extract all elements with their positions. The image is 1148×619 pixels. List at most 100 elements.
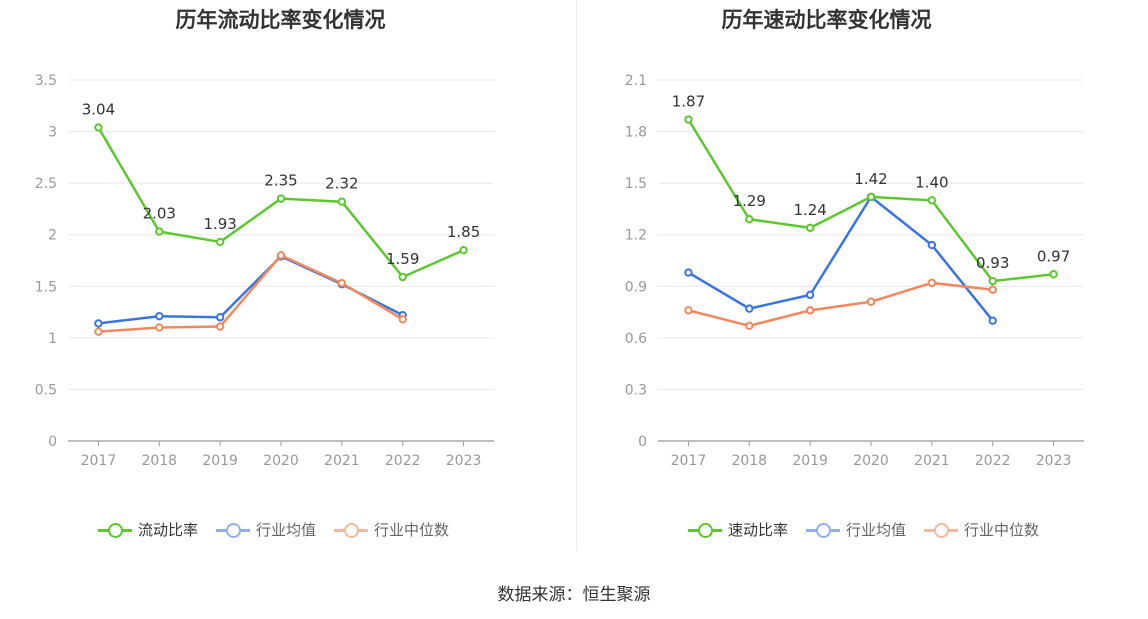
y-tick-label: 0 [638, 434, 647, 450]
series-line [98, 254, 404, 333]
data-point [988, 285, 997, 294]
legend-swatch [334, 520, 369, 540]
data-point [684, 306, 693, 315]
legend-label: 流动比率 [138, 521, 199, 539]
y-tick-label: 1 [48, 331, 57, 347]
y-tick-label: 1.5 [35, 279, 57, 295]
x-tick-label: 2020 [263, 453, 299, 469]
data-point [94, 319, 103, 328]
chart-quick-ratio: 历年速动比率变化情况 0 0.3 0.6 0.9 1.2 1.5 1.8 2.1 2017 201… [577, 0, 1148, 560]
data-point [927, 240, 937, 250]
x-tick-label: 2017 [81, 453, 117, 469]
y-tick-label: 0.5 [35, 382, 57, 398]
legend-swatch [924, 520, 959, 540]
legend-label: 行业均值 [256, 521, 317, 539]
data-label: 0.93 [976, 254, 1009, 272]
x-tick-label: 2019 [792, 453, 828, 469]
data-point [337, 278, 347, 288]
legend-label: 行业中位数 [374, 521, 450, 539]
legend-label: 速动比率 [728, 521, 789, 539]
data-point [927, 196, 937, 205]
data-label: 1.59 [386, 250, 419, 268]
y-tick-label: 0 [48, 434, 57, 450]
legend-item[interactable]: 行业均值 [806, 519, 906, 540]
legend-swatch [688, 520, 722, 540]
data-point [988, 276, 997, 286]
legend-item[interactable]: 行业均值 [216, 519, 316, 540]
data-label: 1.24 [793, 201, 826, 219]
x-tick-label: 2020 [853, 453, 889, 469]
legend: 速动比率 行业均值 行业中位数 [688, 519, 1039, 540]
chart-title: 历年流动比率变化情况 [175, 8, 386, 32]
source-note: 数据来源：恒生聚源 [497, 585, 651, 605]
data-point [94, 327, 103, 336]
x-tick-label: 2018 [141, 453, 177, 469]
series-line [687, 195, 994, 322]
x-tick-label: 2021 [324, 453, 360, 469]
data-point [215, 322, 225, 331]
x-tick-label: 2017 [671, 453, 707, 469]
data-label: 2.03 [143, 205, 176, 223]
data-point [805, 290, 815, 300]
data-point [745, 321, 754, 331]
data-point [155, 323, 164, 332]
data-point [398, 315, 407, 324]
y-tick-label: 0.3 [625, 382, 647, 398]
panel-divider [576, 0, 577, 550]
data-point [805, 306, 815, 315]
legend-label: 行业中位数 [964, 521, 1040, 539]
x-tick-label: 2022 [385, 453, 421, 469]
y-tick-label: 1.8 [625, 125, 647, 141]
x-tick-label: 2019 [202, 453, 238, 469]
data-point [745, 215, 754, 224]
data-label: 1.87 [672, 93, 705, 111]
chart-title: 历年速动比率变化情况 [721, 8, 932, 32]
data-point [398, 272, 407, 282]
x-tick-label: 2022 [975, 453, 1011, 469]
x-tick-label: 2023 [446, 453, 482, 469]
data-point [745, 304, 754, 313]
y-tick-label: 1.5 [625, 176, 647, 192]
data-point [927, 278, 937, 288]
legend-item[interactable]: 行业中位数 [334, 519, 449, 540]
chart-current-ratio: 历年流动比率变化情况 0 0.5 1 1.5 2 2.5 3 3.5 2017 2018 2019 2… [0, 0, 576, 560]
y-tick-label: 0.6 [625, 331, 647, 347]
legend-item[interactable]: 流动比率 [98, 519, 198, 540]
data-point [215, 237, 225, 247]
data-point [866, 192, 876, 202]
data-label: 1.85 [447, 223, 480, 241]
y-tick-label: 2.5 [35, 176, 57, 192]
data-point [988, 316, 997, 325]
data-point [684, 115, 693, 124]
data-point [866, 297, 876, 306]
data-label: 1.93 [203, 215, 236, 233]
y-tick-label: 3 [48, 125, 57, 141]
data-label: 1.42 [854, 170, 887, 188]
data-point [1049, 270, 1058, 279]
data-label: 2.35 [264, 172, 297, 190]
data-point [276, 251, 286, 260]
plot-area: 0 0.3 0.6 0.9 1.2 1.5 1.8 2.1 2017 2018 2019 2020 20… [625, 73, 1084, 469]
y-tick-label: 1.2 [625, 228, 647, 244]
legend-swatch [216, 520, 251, 540]
data-point [155, 227, 164, 236]
legend-label: 行业均值 [846, 521, 907, 539]
legend-item[interactable]: 行业中位数 [924, 519, 1039, 540]
y-tick-label: 2.1 [625, 73, 647, 89]
legend-item[interactable]: 速动比率 [688, 519, 788, 540]
y-tick-label: 0.9 [625, 279, 647, 295]
data-label: 3.04 [82, 100, 115, 118]
data-point [805, 223, 815, 233]
y-tick-label: 3.5 [35, 73, 57, 89]
y-tick-label: 2 [48, 228, 57, 244]
legend-swatch [806, 520, 841, 540]
data-label: 2.32 [325, 175, 358, 193]
x-tick-label: 2023 [1036, 453, 1072, 469]
legend: 流动比率 行业均值 行业中位数 [98, 519, 449, 540]
x-tick-label: 2021 [914, 453, 950, 469]
plot-area: 0 0.5 1 1.5 2 2.5 3 3.5 2017 2018 2019 2020 2021 2022… [35, 73, 494, 469]
data-label: 1.29 [733, 192, 766, 210]
series-line [688, 281, 993, 328]
data-point [276, 194, 286, 203]
data-label: 0.97 [1037, 247, 1070, 265]
